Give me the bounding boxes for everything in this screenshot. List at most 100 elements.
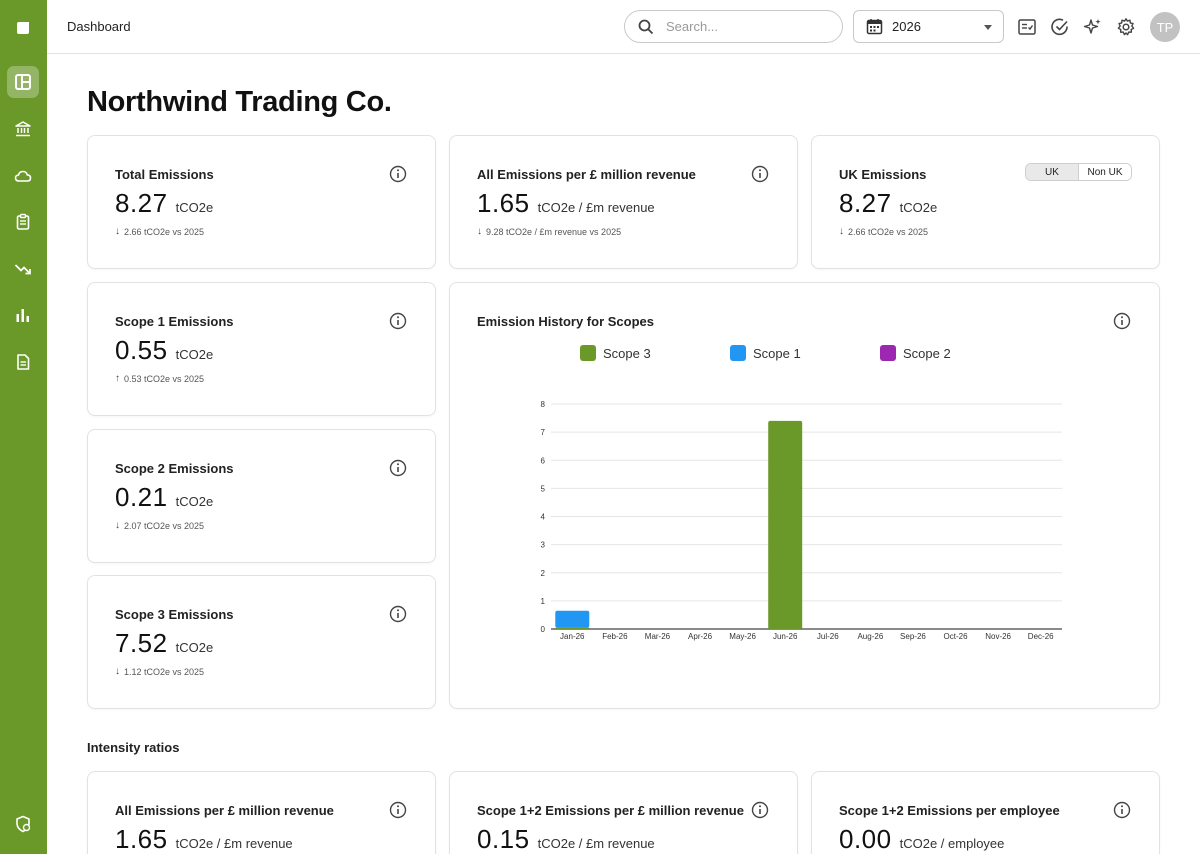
bar-chart-icon [16,309,29,322]
sidebar-item-bank[interactable] [7,113,39,145]
region-toggle: UK Non UK [1025,163,1132,181]
metric-value-row: 7.52 tCO2e [115,628,213,659]
metric-unit: tCO2e / £m revenue [537,200,655,215]
sidebar-item-cloud[interactable] [7,160,39,192]
metric-value-row: 8.27 tCO2e [839,188,937,219]
checklist-icon[interactable] [1017,17,1037,37]
metric-value: 0.55 [115,335,168,365]
app-logo-icon[interactable] [7,12,39,44]
x-tick-label: Feb-26 [602,632,628,641]
sidebar-item-dashboard[interactable] [7,66,39,98]
sidebar-item-clipboard[interactable] [7,206,39,238]
metric-unit: tCO2e [175,347,214,362]
sidebar-item-documents[interactable] [7,346,39,378]
info-icon[interactable] [389,312,407,330]
metric-unit: tCO2e [175,640,214,655]
gear-icon[interactable] [1116,17,1136,37]
x-tick-label: Sep-26 [900,632,926,641]
info-icon[interactable] [1113,312,1131,330]
info-icon[interactable] [389,605,407,623]
x-tick-label: Jul-26 [817,632,839,641]
intensity-all-per-revenue-card: All Emissions per £ million revenue 1.65… [87,771,436,854]
top-bar: Dashboard 2026 TP [47,0,1200,54]
card-title: Scope 1+2 Emissions per £ million revenu… [477,803,744,818]
scope3-emissions-card: Scope 3 Emissions 7.52 tCO2e ↓ 1.12 tCO2e … [87,575,436,709]
metric-unit: tCO2e [175,200,214,215]
uk-emissions-card: UK Emissions UK Non UK 8.27 tCO2e ↓ 2.66 t… [811,135,1160,269]
legend-swatch [730,345,746,361]
x-tick-label: Dec-26 [1028,632,1054,641]
legend-item-scope3[interactable]: Scope 3 [580,345,651,361]
card-title: UK Emissions [839,167,927,182]
card-title: All Emissions per £ million revenue [477,167,696,182]
metric-value-row: 1.65 tCO2e / £m revenue [115,824,293,854]
year-select[interactable]: 2026 [853,10,1004,43]
metric-value-row: 0.55 tCO2e [115,335,213,366]
legend-item-scope2[interactable]: Scope 2 [880,345,951,361]
card-title: Scope 1+2 Emissions per employee [839,803,1060,818]
sidebar [0,0,47,854]
legend-item-scope1[interactable]: Scope 1 [730,345,801,361]
arrow-down-icon: ↓ [477,226,482,237]
page-title: Northwind Trading Co. [87,86,392,118]
arrow-down-icon: ↓ [115,666,120,677]
arrow-down-icon: ↓ [115,520,120,531]
sidebar-item-trends[interactable] [7,253,39,285]
arrow-up-icon: ↑ [115,373,120,384]
arrow-down-icon: ↓ [115,226,120,237]
metric-delta: ↓ 9.28 tCO2e / £m revenue vs 2025 [477,226,622,237]
card-title: Total Emissions [115,167,214,182]
y-tick-label: 7 [541,428,546,437]
info-icon[interactable] [389,459,407,477]
metric-delta: ↑ 0.53 tCO2e vs 2025 [115,373,205,384]
metric-value-row: 1.65 tCO2e / £m revenue [477,188,655,219]
y-tick-label: 5 [541,484,546,493]
search-box[interactable] [624,10,843,43]
sidebar-item-admin[interactable] [7,808,39,840]
arrow-down-icon: ↓ [839,226,844,237]
info-icon[interactable] [389,801,407,819]
intensity-scope12-per-revenue-card: Scope 1+2 Emissions per £ million revenu… [449,771,798,854]
clipboard-icon [16,213,30,230]
metric-unit: tCO2e / £m revenue [175,836,293,851]
chevron-down-icon [984,25,992,30]
emission-history-chart-card: Emission History for Scopes 0 1 2 3 4 5 6 7 8 Jan… [449,282,1160,709]
calendar-icon [866,19,883,35]
metric-unit: tCO2e / £m revenue [537,836,655,851]
metric-value: 0.00 [839,824,892,854]
avatar[interactable]: TP [1150,12,1180,42]
settings-shield-icon [16,815,31,833]
intensity-section-label: Intensity ratios [87,740,180,755]
info-icon[interactable] [1113,801,1131,819]
sidebar-item-reports[interactable] [7,299,39,331]
toggle-uk[interactable]: UK [1026,164,1079,180]
info-icon[interactable] [751,801,769,819]
card-title: All Emissions per £ million revenue [115,803,334,818]
y-tick-label: 1 [541,597,546,606]
x-tick-label: Jun-26 [773,632,798,641]
metric-value: 0.21 [115,482,168,512]
scope1-emissions-card: Scope 1 Emissions 0.55 tCO2e ↑ 0.53 tCO2e … [87,282,436,416]
y-tick-label: 3 [541,541,546,550]
bar-scope-3 [768,420,803,629]
sparkle-icon[interactable] [1083,17,1103,37]
info-icon[interactable] [389,165,407,183]
info-icon[interactable] [751,165,769,183]
metric-value: 7.52 [115,628,168,658]
metric-delta: ↓ 1.12 tCO2e vs 2025 [115,666,205,677]
metric-value-row: 8.27 tCO2e [115,188,213,219]
emission-history-chart: 0 1 2 3 4 5 6 7 8 Jan-26 Feb-26 Mar-26 Apr-26 May-26 J… [541,400,1062,641]
check-circle-icon[interactable] [1050,17,1070,37]
metric-value: 8.27 [115,188,168,218]
metric-delta: ↓ 2.66 tCO2e vs 2025 [839,226,929,237]
breadcrumb[interactable]: Dashboard [67,19,131,34]
y-tick-label: 4 [541,513,546,522]
x-tick-label: May-26 [729,632,756,641]
x-tick-label: Mar-26 [645,632,671,641]
search-input[interactable] [666,19,816,34]
x-tick-label: Aug-26 [857,632,883,641]
y-tick-label: 6 [541,456,546,465]
toggle-non-uk[interactable]: Non UK [1079,164,1131,180]
chart-title: Emission History for Scopes [477,314,654,329]
scope2-emissions-card: Scope 2 Emissions 0.21 tCO2e ↓ 2.07 tCO2e … [87,429,436,563]
